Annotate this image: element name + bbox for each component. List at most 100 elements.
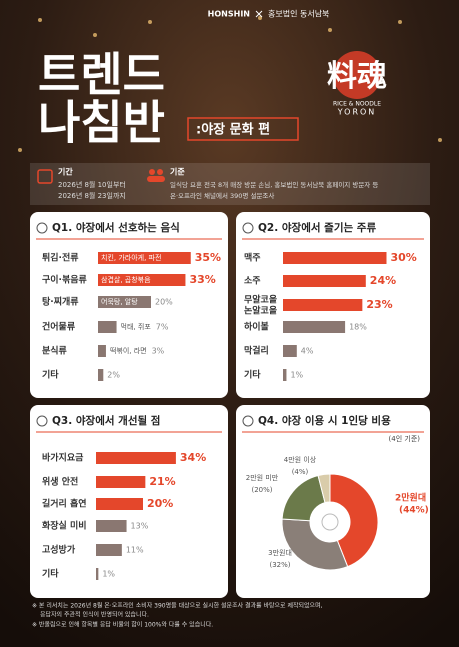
slice-value: (44%) (399, 506, 429, 516)
footnote: 응답자의 주관적 인식이 반영되어 있습니다. (40, 611, 149, 619)
slice-value: (20%) (251, 486, 272, 494)
category-label: 건어물류 (42, 321, 75, 333)
subtitle: :야장 문화 편 (196, 122, 270, 138)
logo-emblem (333, 51, 381, 99)
basis-label: 기준 (170, 167, 185, 177)
period-text: 2026년 8월 23일까지 (58, 191, 126, 200)
calendar-icon (37, 169, 53, 184)
value-label: 2% (107, 371, 120, 380)
bar-detail: 치킨, 가라아게, 파전 (101, 253, 161, 262)
chart-note: (4인 기준) (389, 434, 421, 443)
slice-label: 2만원대 (395, 492, 426, 504)
slice-label: 2만원 미만 (246, 473, 279, 482)
bar-detail: 삼겹살, 곱창볶음 (101, 275, 151, 284)
bar (96, 520, 127, 532)
footnote: ※ 본 리서치는 2026년 8월 온·오프라인 소비자 390명을 대상으로 … (32, 602, 323, 610)
category-label: 튀김·전류 (42, 252, 79, 264)
category-label: 분식류 (42, 345, 67, 357)
title-icon (242, 415, 254, 427)
category-label: 막걸리 (244, 345, 269, 357)
chart-title: Q1. 야장에서 선호하는 음식 (52, 221, 180, 234)
value-label: 1% (290, 371, 303, 380)
bar-detail: 어묵탕, 알탕 (101, 297, 138, 306)
basis-text: 일식당 요혼 전국 8개 매장 방문 손님, 홍보법인 동서남북 홈페이지 방문… (170, 180, 378, 189)
bar (96, 476, 146, 488)
bar (98, 345, 106, 357)
category-label: 기타 (244, 369, 261, 381)
logo: 料魂 (327, 59, 387, 94)
slice-value: (4%) (292, 468, 309, 476)
bar (96, 568, 99, 580)
value-label: 21% (149, 475, 175, 488)
subtitle-box (187, 117, 299, 141)
bar (283, 252, 387, 264)
value-label: 13% (131, 522, 149, 531)
string-lights (18, 16, 442, 152)
value-label: 34% (180, 451, 206, 464)
value-label: 11% (126, 546, 144, 555)
partner: 홍보법인 동서남북 (268, 9, 329, 19)
category-label: 위생 안전 (42, 476, 78, 488)
category-label: 기타 (42, 568, 59, 580)
slice-label: 3만원대 (268, 548, 292, 557)
value-label: 33% (189, 273, 215, 286)
pie-slice (317, 473, 331, 504)
bar (283, 369, 287, 381)
slice-value: (32%) (269, 561, 290, 569)
info-band (30, 163, 430, 205)
title-icon (36, 415, 48, 427)
bar (98, 296, 151, 308)
value-label: 1% (102, 570, 115, 579)
value-label: 30% (391, 251, 417, 264)
bar (283, 275, 366, 287)
category-label: 바가지요금 (42, 452, 84, 464)
bar-detail: 떡볶이, 라면 (110, 346, 147, 355)
bar (283, 321, 346, 333)
bar (98, 274, 186, 286)
value-label: 20% (147, 497, 173, 510)
title-icon (36, 222, 48, 234)
footnote: ※ 반올림으로 인해 항목별 응답 비율의 합이 100%와 다를 수 있습니다… (32, 621, 213, 629)
value-label: 23% (366, 298, 392, 311)
bar (283, 345, 297, 357)
category-label: 무알코올 논알코올 (244, 293, 277, 316)
people-icon (147, 169, 165, 182)
logo-name: YORON (337, 108, 377, 117)
title-icon (242, 222, 254, 234)
bar (96, 452, 176, 464)
bar (98, 252, 191, 264)
pie-slice (281, 518, 349, 571)
category-label: 맥주 (244, 252, 261, 264)
bar (98, 369, 104, 381)
value-label: 20% (155, 298, 173, 307)
category-label: 기타 (42, 369, 59, 381)
bar (283, 299, 363, 311)
table-icon (321, 513, 339, 531)
slice-label: 4만원 이상 (284, 455, 317, 464)
logo-caption: RICE & NOODLE (333, 101, 381, 108)
cross-mark (255, 10, 263, 18)
value-label: 4% (301, 347, 314, 356)
category-label: 길거리 흡연 (42, 498, 87, 510)
value-label: 7% (156, 323, 169, 332)
bar (96, 498, 143, 510)
value-label: 35% (195, 251, 221, 264)
period-text: 2026년 8월 10일부터 (58, 180, 126, 189)
pie-slice (329, 473, 379, 568)
value-label: 18% (349, 323, 367, 332)
bar (96, 544, 122, 556)
category-label: 구이·볶음류 (42, 274, 87, 286)
category-label: 소주 (244, 276, 261, 287)
category-label: 하이볼 (244, 321, 269, 333)
title-line1: 트렌드 (38, 48, 165, 102)
category-label: 탕·찌개류 (42, 296, 79, 308)
period-label: 기간 (58, 167, 73, 177)
chart-title: Q2. 야장에서 즐기는 주류 (258, 221, 376, 234)
value-label: 24% (370, 274, 396, 287)
chart-title: Q4. 야장 이용 시 1인당 비용 (258, 414, 391, 427)
value-label: 3% (152, 347, 165, 356)
bar (98, 321, 117, 333)
bar-detail: 먹태, 쥐포 (121, 322, 152, 331)
